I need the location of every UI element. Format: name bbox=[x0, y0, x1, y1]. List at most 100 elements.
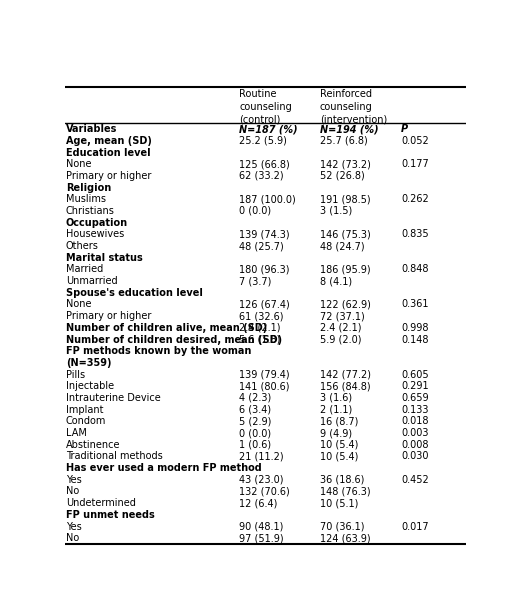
Text: 25.7 (6.8): 25.7 (6.8) bbox=[320, 136, 367, 146]
Text: Traditional methods: Traditional methods bbox=[66, 451, 163, 462]
Text: 0.848: 0.848 bbox=[401, 265, 429, 274]
Text: 2.4 (2.1): 2.4 (2.1) bbox=[320, 323, 361, 333]
Text: 10 (5.1): 10 (5.1) bbox=[320, 498, 358, 508]
Text: 3 (1.6): 3 (1.6) bbox=[320, 393, 352, 403]
Text: 156 (84.8): 156 (84.8) bbox=[320, 381, 370, 391]
Text: 0.262: 0.262 bbox=[401, 194, 429, 204]
Text: 187 (100.0): 187 (100.0) bbox=[239, 194, 296, 204]
Text: Muslims: Muslims bbox=[66, 194, 106, 204]
Text: 72 (37.1): 72 (37.1) bbox=[320, 311, 365, 321]
Text: Married: Married bbox=[66, 265, 103, 274]
Text: 2.4 (2.1): 2.4 (2.1) bbox=[239, 323, 281, 333]
Text: FP unmet needs: FP unmet needs bbox=[66, 510, 155, 520]
Text: Variables: Variables bbox=[66, 124, 118, 134]
Text: 5.9 (2.0): 5.9 (2.0) bbox=[320, 335, 361, 344]
Text: 5 (2.9): 5 (2.9) bbox=[239, 416, 272, 426]
Text: 70 (36.1): 70 (36.1) bbox=[320, 521, 364, 532]
Text: N=187 (%): N=187 (%) bbox=[239, 124, 298, 134]
Text: 141 (80.6): 141 (80.6) bbox=[239, 381, 290, 391]
Text: 16 (8.7): 16 (8.7) bbox=[320, 416, 358, 426]
Text: 139 (79.4): 139 (79.4) bbox=[239, 370, 290, 379]
Text: FP methods known by the woman: FP methods known by the woman bbox=[66, 346, 251, 356]
Text: 0.452: 0.452 bbox=[401, 475, 429, 485]
Text: 0.177: 0.177 bbox=[401, 159, 429, 169]
Text: 0.835: 0.835 bbox=[401, 230, 429, 239]
Text: 0.361: 0.361 bbox=[401, 300, 429, 309]
Text: 142 (77.2): 142 (77.2) bbox=[320, 370, 371, 379]
Text: 126 (67.4): 126 (67.4) bbox=[239, 300, 290, 309]
Text: 0 (0.0): 0 (0.0) bbox=[239, 206, 271, 216]
Text: 6 (3.4): 6 (3.4) bbox=[239, 405, 271, 414]
Text: 0.017: 0.017 bbox=[401, 521, 429, 532]
Text: 43 (23.0): 43 (23.0) bbox=[239, 475, 284, 485]
Text: N=194 (%): N=194 (%) bbox=[320, 124, 378, 134]
Text: Housewives: Housewives bbox=[66, 230, 124, 239]
Text: Christians: Christians bbox=[66, 206, 115, 216]
Text: 97 (51.9): 97 (51.9) bbox=[239, 533, 284, 543]
Text: 36 (18.6): 36 (18.6) bbox=[320, 475, 364, 485]
Text: 191 (98.5): 191 (98.5) bbox=[320, 194, 370, 204]
Text: Has ever used a modern FP method: Has ever used a modern FP method bbox=[66, 463, 262, 473]
Text: 122 (62.9): 122 (62.9) bbox=[320, 300, 370, 309]
Text: 0.148: 0.148 bbox=[401, 335, 429, 344]
Text: 0 (0.0): 0 (0.0) bbox=[239, 428, 271, 438]
Text: Undetermined: Undetermined bbox=[66, 498, 136, 508]
Text: (N=359): (N=359) bbox=[66, 358, 111, 368]
Text: 10 (5.4): 10 (5.4) bbox=[320, 451, 358, 462]
Text: Primary or higher: Primary or higher bbox=[66, 171, 151, 181]
Text: LAM: LAM bbox=[66, 428, 87, 438]
Text: 61 (32.6): 61 (32.6) bbox=[239, 311, 284, 321]
Text: Number of children alive, mean (SD): Number of children alive, mean (SD) bbox=[66, 323, 267, 333]
Text: No: No bbox=[66, 533, 79, 543]
Text: 9 (4.9): 9 (4.9) bbox=[320, 428, 352, 438]
Text: Number of children desired, mean (SD): Number of children desired, mean (SD) bbox=[66, 335, 282, 344]
Text: 2 (1.1): 2 (1.1) bbox=[320, 405, 352, 414]
Text: 4 (2.3): 4 (2.3) bbox=[239, 393, 271, 403]
Text: No: No bbox=[66, 486, 79, 497]
Text: 139 (74.3): 139 (74.3) bbox=[239, 230, 290, 239]
Text: Intrauterine Device: Intrauterine Device bbox=[66, 393, 161, 403]
Text: Condom: Condom bbox=[66, 416, 106, 426]
Text: Implant: Implant bbox=[66, 405, 104, 414]
Text: Routine
counseling
(control): Routine counseling (control) bbox=[239, 89, 292, 125]
Text: 5.6 (1.8): 5.6 (1.8) bbox=[239, 335, 281, 344]
Text: 0.018: 0.018 bbox=[401, 416, 429, 426]
Text: Religion: Religion bbox=[66, 182, 111, 193]
Text: None: None bbox=[66, 300, 92, 309]
Text: 142 (73.2): 142 (73.2) bbox=[320, 159, 370, 169]
Text: 25.2 (5.9): 25.2 (5.9) bbox=[239, 136, 287, 146]
Text: Yes: Yes bbox=[66, 475, 82, 485]
Text: Education level: Education level bbox=[66, 147, 151, 158]
Text: 52 (26.8): 52 (26.8) bbox=[320, 171, 365, 181]
Text: Abstinence: Abstinence bbox=[66, 440, 121, 449]
Text: 0.030: 0.030 bbox=[401, 451, 429, 462]
Text: 48 (25.7): 48 (25.7) bbox=[239, 241, 284, 251]
Text: 0.659: 0.659 bbox=[401, 393, 429, 403]
Text: Pills: Pills bbox=[66, 370, 85, 379]
Text: 0.003: 0.003 bbox=[401, 428, 429, 438]
Text: Spouse's education level: Spouse's education level bbox=[66, 288, 203, 298]
Text: 186 (95.9): 186 (95.9) bbox=[320, 265, 370, 274]
Text: 90 (48.1): 90 (48.1) bbox=[239, 521, 284, 532]
Text: 146 (75.3): 146 (75.3) bbox=[320, 230, 370, 239]
Text: 132 (70.6): 132 (70.6) bbox=[239, 486, 290, 497]
Text: Unmarried: Unmarried bbox=[66, 276, 118, 286]
Text: Marital status: Marital status bbox=[66, 253, 142, 263]
Text: 0.291: 0.291 bbox=[401, 381, 429, 391]
Text: Primary or higher: Primary or higher bbox=[66, 311, 151, 321]
Text: 12 (6.4): 12 (6.4) bbox=[239, 498, 278, 508]
Text: 125 (66.8): 125 (66.8) bbox=[239, 159, 290, 169]
Text: Occupation: Occupation bbox=[66, 218, 128, 228]
Text: 0.998: 0.998 bbox=[401, 323, 429, 333]
Text: Age, mean (SD): Age, mean (SD) bbox=[66, 136, 152, 146]
Text: Reinforced
counseling
(intervention): Reinforced counseling (intervention) bbox=[320, 89, 387, 125]
Text: 10 (5.4): 10 (5.4) bbox=[320, 440, 358, 449]
Text: 7 (3.7): 7 (3.7) bbox=[239, 276, 272, 286]
Text: Yes: Yes bbox=[66, 521, 82, 532]
Text: 3 (1.5): 3 (1.5) bbox=[320, 206, 352, 216]
Text: 0.052: 0.052 bbox=[401, 136, 429, 146]
Text: 0.133: 0.133 bbox=[401, 405, 429, 414]
Text: Others: Others bbox=[66, 241, 99, 251]
Text: P: P bbox=[401, 124, 408, 134]
Text: 0.605: 0.605 bbox=[401, 370, 429, 379]
